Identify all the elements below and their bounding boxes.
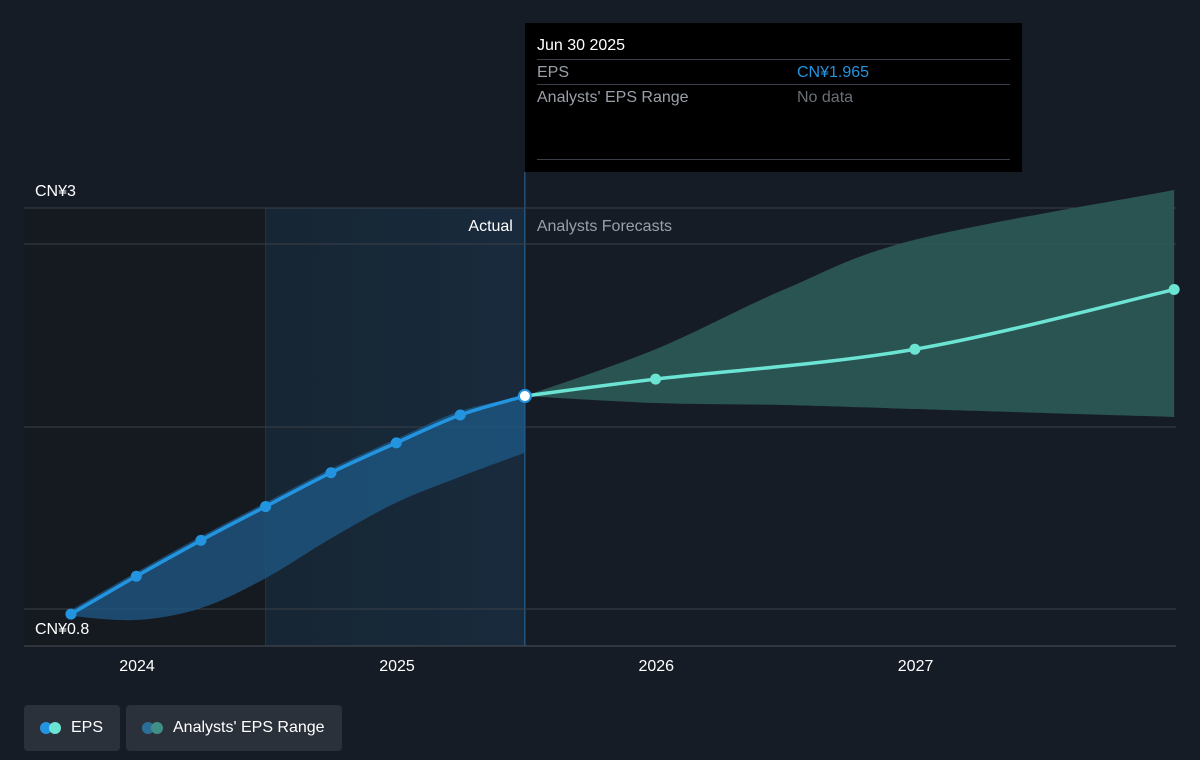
eps-point [390,437,402,449]
eps-forecast-point [1168,284,1180,296]
x-tick-label: 2026 [638,658,674,675]
legend-item-eps[interactable]: EPS [24,705,120,751]
eps-forecast-point [650,373,662,385]
x-tick-label: 2025 [379,658,415,675]
eps-forecast-line [524,287,1175,398]
eps-chart: CN¥3 CN¥0.8 Actual Analysts Forecasts 2024 20… [24,172,1180,675]
forecast-region-label: Analysts Forecasts [537,218,672,235]
legend-label-eps-range: Analysts' EPS Range [173,719,325,736]
legend-label-eps: EPS [71,719,104,736]
tooltip-divider [537,59,1010,60]
legend-dot [151,722,163,734]
tooltip-date: Jun 30 2025 [537,37,626,54]
tooltip-divider [537,159,1010,160]
x-tick-label: 2027 [898,658,934,675]
legend-item-eps-range[interactable]: Analysts' EPS Range [126,705,342,751]
eps-point [130,570,142,582]
range-legend-swatch [142,722,163,734]
eps-point [454,409,466,421]
tooltip-range-value: No data [797,89,854,106]
actual-region-label: Actual [468,218,512,235]
eps-forecast-point [909,343,921,355]
eps-current-point [517,389,532,404]
tooltip-range-label: Analysts' EPS Range [537,89,689,106]
historical-eps-range-band [70,396,525,621]
tooltip-divider [537,84,1010,85]
tooltip-eps-label: EPS [537,64,570,81]
eps-point [325,467,337,479]
eps-line [70,394,526,616]
forecast-eps-range-band [524,190,1175,417]
x-tick-label: 2024 [119,658,155,675]
eps-tooltip: Jun 30 2025 EPS CN¥1.965 Analysts' EPS R… [525,23,1022,172]
tooltip-eps-value: CN¥1.965 [797,64,870,81]
y-axis-max-label: CN¥3 [35,183,76,200]
legend-dot [49,722,61,734]
eps-point [260,501,272,513]
eps-legend-swatch [40,722,61,734]
eps-point [195,534,207,546]
y-axis-min-label: CN¥0.8 [35,621,89,638]
eps-point [65,608,77,620]
